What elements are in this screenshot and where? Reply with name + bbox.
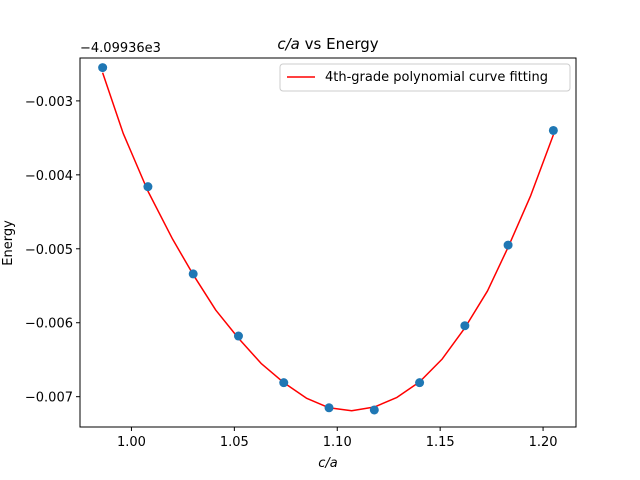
axes-frame (79, 57, 577, 428)
data-point (503, 240, 513, 250)
data-point (279, 378, 289, 388)
y-tick-label: −0.003 (25, 95, 73, 110)
x-axis-ticks: 1.00 1.05 1.10 1.15 1.20 (117, 427, 558, 450)
chart-title: c/a vs Energy (277, 35, 378, 53)
data-point (415, 378, 425, 388)
legend-box (279, 63, 571, 92)
legend-label: 4th-grade polynomial curve fitting (325, 70, 548, 85)
data-point (548, 125, 558, 135)
chart-title-italic: c/a (277, 35, 300, 53)
y-tick-label: −0.007 (25, 391, 73, 406)
data-point (98, 63, 108, 73)
x-axis-label: c/a (318, 456, 338, 471)
legend: 4th-grade polynomial curve fitting (279, 63, 571, 92)
x-tick-label: 1.00 (117, 435, 146, 450)
y-offset-text: −4.09936e3 (80, 41, 161, 56)
y-axis-ticks: −0.003 −0.004 −0.005 −0.006 −0.007 (25, 95, 80, 406)
x-tick-label: 1.20 (529, 435, 558, 450)
chart-title-rest: vs Energy (300, 35, 379, 53)
y-tick-label: −0.005 (25, 243, 73, 258)
plot-marks (98, 63, 558, 415)
x-tick-label: 1.10 (323, 435, 352, 450)
y-axis-label: Energy (1, 220, 16, 266)
data-point (460, 321, 470, 331)
x-tick-label: 1.15 (426, 435, 455, 450)
x-tick-label: 1.05 (220, 435, 249, 450)
data-point (324, 403, 334, 413)
data-point (188, 269, 198, 279)
data-point (143, 182, 153, 192)
data-point (233, 331, 243, 341)
y-tick-label: −0.004 (25, 169, 73, 184)
y-tick-label: −0.006 (25, 317, 73, 332)
data-point (369, 405, 379, 415)
